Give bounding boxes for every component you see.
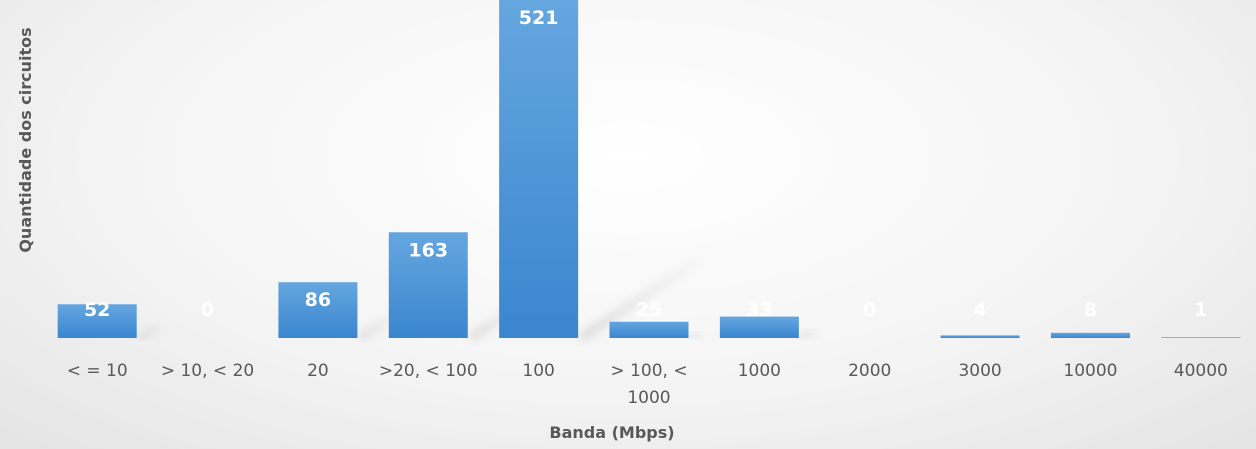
bar: [57, 304, 137, 338]
data-label: 52: [84, 299, 110, 321]
data-label: 86: [305, 289, 331, 311]
bar: [1050, 332, 1130, 338]
bar: [278, 282, 358, 338]
bar-shadow: [357, 318, 395, 338]
data-label: 8: [1084, 299, 1097, 321]
bar-shadow: [688, 332, 706, 338]
data-label: 33: [746, 299, 772, 321]
x-tick-labels: < = 10 > 10, < 20 20 >20, < 100 100 > 100, <1…: [67, 361, 1228, 408]
x-tick-label: 2000: [848, 361, 891, 381]
x-tick-label: 3000: [958, 361, 1001, 381]
data-label: 4: [973, 299, 986, 321]
data-label: 1: [1194, 299, 1207, 321]
x-tick-label: 10000: [1063, 361, 1117, 381]
data-label: 0: [201, 299, 214, 321]
bar-shadow: [578, 258, 707, 338]
bar: [940, 335, 1020, 338]
bar-shadows: [136, 258, 819, 338]
bars: [57, 0, 1241, 338]
data-label: 521: [519, 7, 559, 29]
x-tick-label: > 100, <1000: [610, 361, 687, 408]
x-tick-label: < = 10: [67, 361, 128, 381]
bar: [388, 232, 468, 338]
data-label: 163: [408, 239, 448, 261]
x-tick-label: 100: [522, 361, 554, 381]
x-tick-label: 1000: [738, 361, 781, 381]
bar: [1161, 337, 1241, 338]
bar: [609, 321, 689, 338]
data-labels: 52 0 86 163 521 25 33 0 4 8 1: [84, 7, 1207, 321]
x-axis-title: Banda (Mbps): [549, 423, 674, 442]
x-tick-label: > 10, < 20: [161, 361, 254, 381]
bar: [719, 316, 799, 338]
bar-shadow: [798, 330, 819, 338]
bar-shadow: [136, 326, 163, 338]
data-label: 0: [863, 299, 876, 321]
x-tick-label: 40000: [1174, 361, 1228, 381]
y-axis-title: Quantidade dos circuitos: [16, 27, 35, 252]
x-tick-label: >20, < 100: [379, 361, 478, 381]
data-label: 25: [636, 299, 662, 321]
bar: [499, 0, 579, 338]
x-tick-label: 20: [307, 361, 329, 381]
